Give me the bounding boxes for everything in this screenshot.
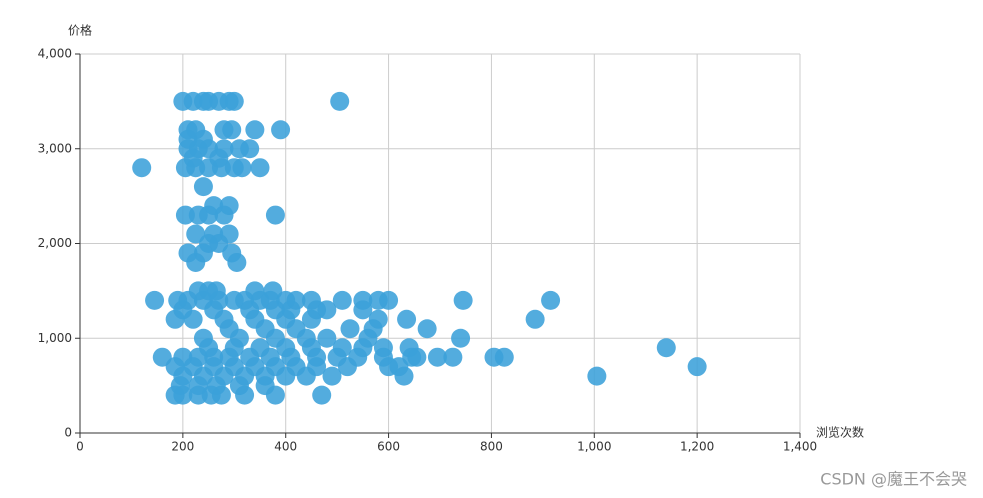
point: [394, 366, 414, 386]
point: [312, 385, 332, 405]
point: [407, 347, 427, 367]
y-tick-label: 1,000: [38, 331, 72, 345]
point: [183, 309, 203, 329]
point: [330, 91, 350, 111]
x-tick-label: 600: [377, 440, 400, 454]
point: [541, 290, 561, 310]
point: [451, 328, 471, 348]
point: [656, 338, 676, 358]
x-tick-label: 0: [76, 440, 84, 454]
point: [397, 309, 417, 329]
point: [265, 385, 285, 405]
y-axis-title: 价格: [68, 23, 92, 38]
point: [525, 309, 545, 329]
y-tick-label: 0: [64, 426, 72, 440]
point: [271, 120, 291, 140]
point: [301, 309, 321, 329]
point: [296, 366, 316, 386]
point: [224, 91, 244, 111]
watermark: CSDN @魔王不会哭: [820, 470, 967, 489]
point: [240, 139, 260, 159]
point: [165, 309, 185, 329]
point: [199, 205, 219, 225]
x-tick-label: 1,200: [680, 440, 714, 454]
point: [317, 300, 337, 320]
point: [235, 385, 255, 405]
point: [417, 319, 437, 339]
point: [173, 385, 193, 405]
point: [132, 158, 152, 178]
point: [232, 158, 252, 178]
point: [276, 366, 296, 386]
x-tick-label: 1,000: [577, 440, 611, 454]
point: [427, 347, 447, 367]
point: [211, 385, 231, 405]
x-tick-label: 400: [274, 440, 297, 454]
point: [186, 252, 206, 272]
point: [265, 205, 285, 225]
point: [587, 366, 607, 386]
x-tick-label: 1,400: [783, 440, 817, 454]
point: [245, 120, 265, 140]
point: [193, 177, 213, 197]
point: [353, 300, 373, 320]
point: [322, 366, 342, 386]
point: [443, 347, 463, 367]
point: [332, 290, 352, 310]
point: [222, 120, 242, 140]
x-tick-label: 800: [480, 440, 503, 454]
point: [379, 290, 399, 310]
point: [317, 328, 337, 348]
point: [687, 357, 707, 377]
point: [214, 205, 234, 225]
point: [340, 319, 360, 339]
x-tick-label: 200: [171, 440, 194, 454]
point: [250, 158, 270, 178]
point: [453, 290, 473, 310]
point: [337, 357, 357, 377]
y-tick-label: 4,000: [38, 47, 72, 61]
point: [145, 290, 165, 310]
point: [227, 252, 247, 272]
x-axis-title: 浏览次数: [816, 425, 864, 440]
point: [494, 347, 514, 367]
y-tick-label: 2,000: [38, 236, 72, 250]
y-tick-label: 3,000: [38, 141, 72, 155]
